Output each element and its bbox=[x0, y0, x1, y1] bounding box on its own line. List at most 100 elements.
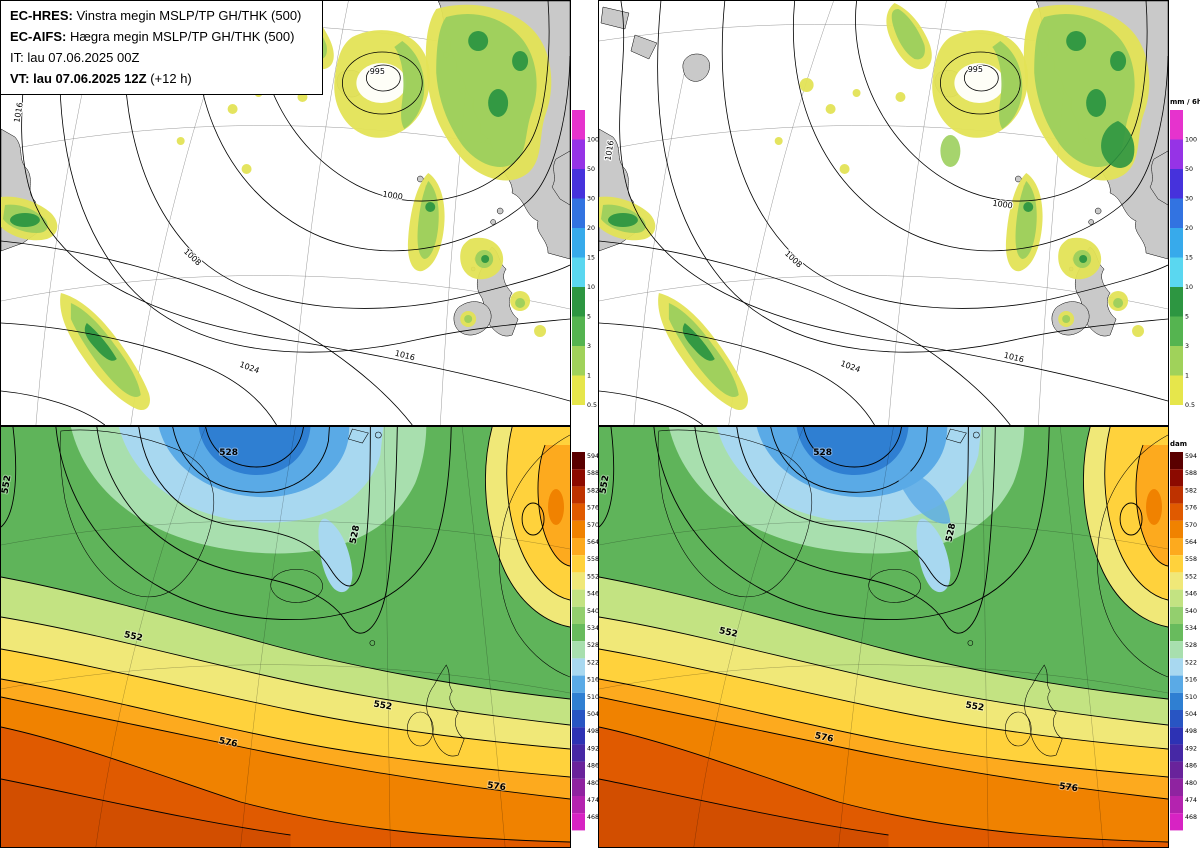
thickness-label: 552 bbox=[373, 699, 393, 712]
colorbar-value: 504 bbox=[587, 711, 599, 718]
colorbar-cell bbox=[1170, 572, 1183, 590]
colorbar-cell bbox=[1170, 486, 1183, 504]
thickness-label: 552 bbox=[599, 475, 612, 495]
colorbar-cell bbox=[1170, 624, 1183, 642]
colorbar-value: 558 bbox=[587, 556, 599, 563]
colorbar-value: 1 bbox=[587, 373, 591, 380]
thickness-contour-labels: 552 528 528 552 552 576 576 bbox=[1, 447, 507, 794]
model-name-label: EC-AIFS: bbox=[10, 29, 67, 44]
thickness-colorbar-values: 594 588 582 576 570 564 558 552 546 540 … bbox=[1185, 453, 1197, 821]
colorbar-cell bbox=[572, 375, 585, 405]
thickness-colorbar-values: 594 588 582 576 570 564 558 552 546 540 … bbox=[587, 453, 599, 821]
precip-unit-label: mm / 6h bbox=[1170, 98, 1200, 106]
colorbar-cell bbox=[1170, 641, 1183, 659]
colorbar-value: 594 bbox=[1185, 453, 1197, 460]
colorbar-cell bbox=[1170, 727, 1183, 745]
colorbar-cell bbox=[572, 675, 585, 693]
colorbar-cell bbox=[1170, 452, 1183, 470]
precip-colorbar-values: 100 50 30 20 15 10 5 3 1 0.5 bbox=[1185, 137, 1197, 410]
precip-colorbar: mm / 6h 100 50 30 20 15 10 5 3 1 0.5 bbox=[1170, 98, 1200, 410]
colorbar-cell bbox=[572, 555, 585, 573]
colorbar-cell bbox=[1170, 139, 1183, 169]
colorbar-value: 570 bbox=[1185, 522, 1197, 529]
colorbar-value: 468 bbox=[1185, 814, 1197, 821]
colorbar-cell bbox=[1170, 287, 1183, 317]
colorbar-cell bbox=[1170, 503, 1183, 521]
precip-colorbar-values: 100 50 30 20 15 10 5 3 1 0.5 bbox=[587, 137, 599, 410]
colorbar-cell bbox=[572, 469, 585, 487]
colorbar-value: 468 bbox=[587, 814, 599, 821]
model-description: Vinstra megin MSLP/TP GH/THK (500) bbox=[72, 8, 302, 23]
colorbar-cell bbox=[1170, 257, 1183, 287]
colorbar-value: 552 bbox=[1185, 573, 1197, 580]
thickness-label: 528 bbox=[945, 522, 959, 542]
colorbar-cell bbox=[1170, 796, 1183, 814]
colorbar-value: 540 bbox=[587, 608, 599, 615]
colorbar-value: 50 bbox=[587, 166, 595, 173]
colorbar-value: 588 bbox=[1185, 470, 1197, 477]
model-name-label: EC-HRES: bbox=[10, 8, 73, 23]
colorbar-cell bbox=[1170, 198, 1183, 228]
colorbar-value: 582 bbox=[1185, 487, 1197, 494]
colorbar-value: 480 bbox=[587, 780, 599, 787]
colorbar-cell bbox=[1170, 675, 1183, 693]
colorbar-value: 534 bbox=[1185, 625, 1197, 632]
colorbar-value: 552 bbox=[587, 573, 599, 580]
colorbar-cell bbox=[572, 316, 585, 346]
colorbar-cell bbox=[1170, 346, 1183, 376]
colorbar-value: 30 bbox=[587, 196, 595, 203]
colorbar-value: 5 bbox=[587, 314, 591, 321]
isobar-label: 995 bbox=[370, 67, 385, 76]
lead-time-value: (+12 h) bbox=[146, 71, 192, 86]
colorbar-value: 100 bbox=[587, 137, 599, 144]
colorbar-value: 100 bbox=[1185, 137, 1197, 144]
colorbar-cell bbox=[572, 606, 585, 624]
colorbar-cell bbox=[572, 692, 585, 710]
colorbar-cell bbox=[572, 287, 585, 317]
thickness-label: 576 bbox=[218, 736, 238, 750]
colorbar-cell bbox=[1170, 316, 1183, 346]
precip-colorbar-cells bbox=[1170, 110, 1183, 405]
colorbar-value: 486 bbox=[587, 763, 599, 770]
colorbar-cell bbox=[572, 744, 585, 762]
colorbar-cell bbox=[1170, 744, 1183, 762]
precip-colorbar-cells bbox=[572, 110, 585, 405]
colorbar-cell bbox=[572, 346, 585, 376]
colorbar-cell bbox=[572, 110, 585, 140]
map-panel-ec-aifs-thickness: 552 528 528 552 552 576 576 bbox=[598, 426, 1169, 848]
colorbar-cell bbox=[1170, 658, 1183, 676]
colorbar-value: 516 bbox=[587, 677, 599, 684]
colorbar-cell bbox=[1170, 228, 1183, 258]
colorbar-cell bbox=[572, 538, 585, 556]
colorbar-value: 510 bbox=[587, 694, 599, 701]
colorbar-value: 30 bbox=[1185, 196, 1193, 203]
colorbar-cell bbox=[1170, 110, 1183, 140]
colorbar-value: 540 bbox=[1185, 608, 1197, 615]
colorbar-cell bbox=[572, 520, 585, 538]
thickness-label: 552 bbox=[965, 700, 985, 713]
colorbar-cell bbox=[572, 228, 585, 258]
valid-time-label: VT: bbox=[10, 71, 30, 86]
colorbar-cell bbox=[1170, 710, 1183, 728]
thickness-label: 528 bbox=[219, 448, 238, 458]
model-line-ec-hres: EC-HRES: Vinstra megin MSLP/TP GH/THK (5… bbox=[10, 5, 313, 26]
colorbar-value: 498 bbox=[1185, 728, 1197, 735]
colorbar-cell bbox=[572, 761, 585, 779]
isobar-label: 995 bbox=[968, 65, 983, 74]
model-difference-precip bbox=[940, 121, 1135, 168]
model-line-ec-aifs: EC-AIFS: Hægra megin MSLP/TP GH/THK (500… bbox=[10, 26, 313, 47]
map-panel-ec-hres-thickness: 552 528 528 552 552 576 576 bbox=[0, 426, 571, 848]
thickness-unit-label: dam bbox=[1170, 440, 1187, 448]
thickness-colorbar-left: 594 588 582 576 570 564 558 552 546 540 … bbox=[572, 438, 602, 837]
colorbar-value: 528 bbox=[1185, 642, 1197, 649]
model-difference-field bbox=[896, 467, 951, 524]
colorbar-cell bbox=[1170, 538, 1183, 556]
colorbar-value: 480 bbox=[1185, 780, 1197, 787]
colorbar-cell bbox=[572, 710, 585, 728]
thickness-label: 528 bbox=[813, 448, 832, 458]
colorbar-value: 20 bbox=[1185, 225, 1193, 232]
colorbar-cell bbox=[572, 727, 585, 745]
valid-time-value: lau 07.06.2025 12Z bbox=[29, 71, 147, 86]
colorbar-value: 1 bbox=[1185, 373, 1189, 380]
